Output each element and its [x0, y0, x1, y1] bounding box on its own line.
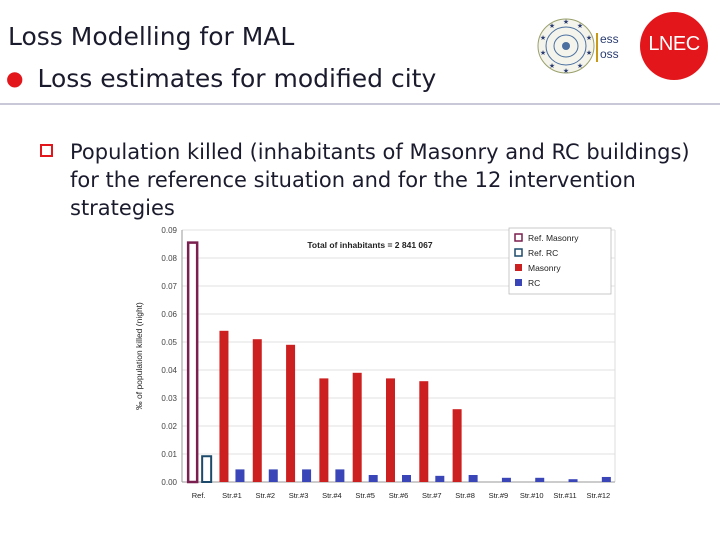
y-tick-label: 0.06: [161, 310, 177, 319]
bar-rc-4: [335, 469, 345, 482]
bar-masonry-7: [419, 381, 429, 482]
bar-rc-7: [435, 475, 445, 482]
legend-swatch: [514, 233, 523, 242]
bar-rc-3: [302, 469, 312, 482]
bullet-icon: ●: [6, 66, 24, 90]
bar-rc-6: [402, 475, 411, 482]
x-tick-label: Str.#2: [255, 491, 275, 500]
bar-masonry-4: [319, 378, 329, 482]
paragraph-text: Population killed (inhabitants of Masonr…: [70, 140, 690, 220]
legend-swatch: [515, 264, 522, 271]
x-tick-label: Str.#11: [553, 491, 576, 500]
subtitle-text: Loss estimates for modified city: [37, 64, 437, 93]
bar-masonry-1: [219, 330, 229, 482]
bar-rc-8: [468, 475, 478, 482]
content-paragraph: Population killed (inhabitants of Masonr…: [40, 138, 700, 222]
bar-rc-9: [501, 477, 511, 482]
chart-annotation: Total of inhabitants = 2 841 067: [307, 240, 433, 250]
y-tick-label: 0.03: [161, 394, 177, 403]
x-tick-label: Ref.: [192, 491, 206, 500]
x-tick-label: Str.#1: [222, 491, 242, 500]
svg-text:★: ★: [577, 62, 583, 70]
x-tick-label: Str.#4: [322, 491, 342, 500]
legend-label: Ref. Masonry: [528, 233, 579, 243]
x-tick-label: Str.#10: [520, 491, 544, 500]
x-tick-label: Str.#6: [389, 491, 409, 500]
ess-logo-text-1: ess: [600, 32, 619, 46]
bar-masonry-2: [252, 339, 262, 482]
svg-text:★: ★: [540, 34, 546, 42]
legend-label: Ref. RC: [528, 248, 558, 258]
slide-subtitle: ● Loss estimates for modified city: [6, 64, 436, 93]
slide-title: Loss Modelling for MAL: [8, 22, 295, 51]
bar-masonry-6: [386, 378, 395, 482]
y-tick-label: 0.04: [161, 366, 177, 375]
population-killed-chart: 0.00 0.01 0.02 0.03 0.04 0.05 0.06 0.07 0.08 0.09…: [130, 222, 630, 512]
x-tick-label: Str.#7: [422, 491, 442, 500]
svg-text:★: ★: [577, 22, 583, 30]
bar-ref-masonry-0: [186, 241, 199, 484]
x-tick-label: Str.#12: [586, 491, 610, 500]
legend-label: Masonry: [528, 263, 561, 273]
bar-rc-12: [601, 476, 611, 482]
svg-text:★: ★: [586, 34, 592, 42]
y-tick-label: 0.08: [161, 254, 177, 263]
y-tick-label: 0.09: [161, 226, 177, 235]
chart-svg: 0.00 0.01 0.02 0.03 0.04 0.05 0.06 0.07 0.08 0.09…: [134, 226, 616, 500]
bar-masonry-3: [286, 344, 296, 482]
bar-rc-1: [235, 469, 245, 482]
ess-logo-text-2: oss: [600, 47, 619, 61]
y-tick-label: 0.05: [161, 338, 177, 347]
checkbox-bullet-icon: [40, 144, 53, 157]
header-divider: [0, 103, 720, 105]
lnec-logo-text: LNEC: [648, 33, 700, 55]
svg-text:★: ★: [563, 18, 569, 26]
bar-masonry-5: [352, 372, 362, 482]
x-tick-label: Str.#8: [455, 491, 475, 500]
svg-text:★: ★: [563, 67, 569, 75]
legend-swatch: [515, 279, 522, 286]
bar-masonry-8: [452, 409, 462, 482]
y-tick-label: 0.01: [161, 450, 177, 459]
bar-ref-rc-0: [201, 455, 213, 484]
legend-box: [508, 227, 612, 295]
x-tick-label: Str.#5: [355, 491, 375, 500]
bar-rc-5: [368, 475, 378, 482]
ess-logo: ★ ★ ★ ★ ★ ★ ★ ★ ★ ★ ess oss: [536, 14, 628, 78]
lnec-logo: LNEC: [640, 12, 708, 80]
legend-swatch: [514, 248, 523, 257]
bar-rc-10: [535, 477, 545, 482]
bar-rc-11: [568, 479, 578, 482]
y-tick-label: 0.02: [161, 422, 177, 431]
x-tick-label: Str.#9: [489, 491, 509, 500]
legend-label: RC: [528, 278, 540, 288]
y-axis-label: ‰ of population killed (night): [134, 302, 144, 410]
bar-rc-2: [268, 469, 278, 482]
y-tick-label: 0.00: [161, 478, 177, 487]
svg-text:★: ★: [549, 22, 555, 30]
svg-text:★: ★: [549, 62, 555, 70]
y-tick-label: 0.07: [161, 282, 177, 291]
svg-text:★: ★: [540, 49, 546, 57]
svg-text:★: ★: [586, 49, 592, 57]
x-tick-label: Str.#3: [289, 491, 309, 500]
